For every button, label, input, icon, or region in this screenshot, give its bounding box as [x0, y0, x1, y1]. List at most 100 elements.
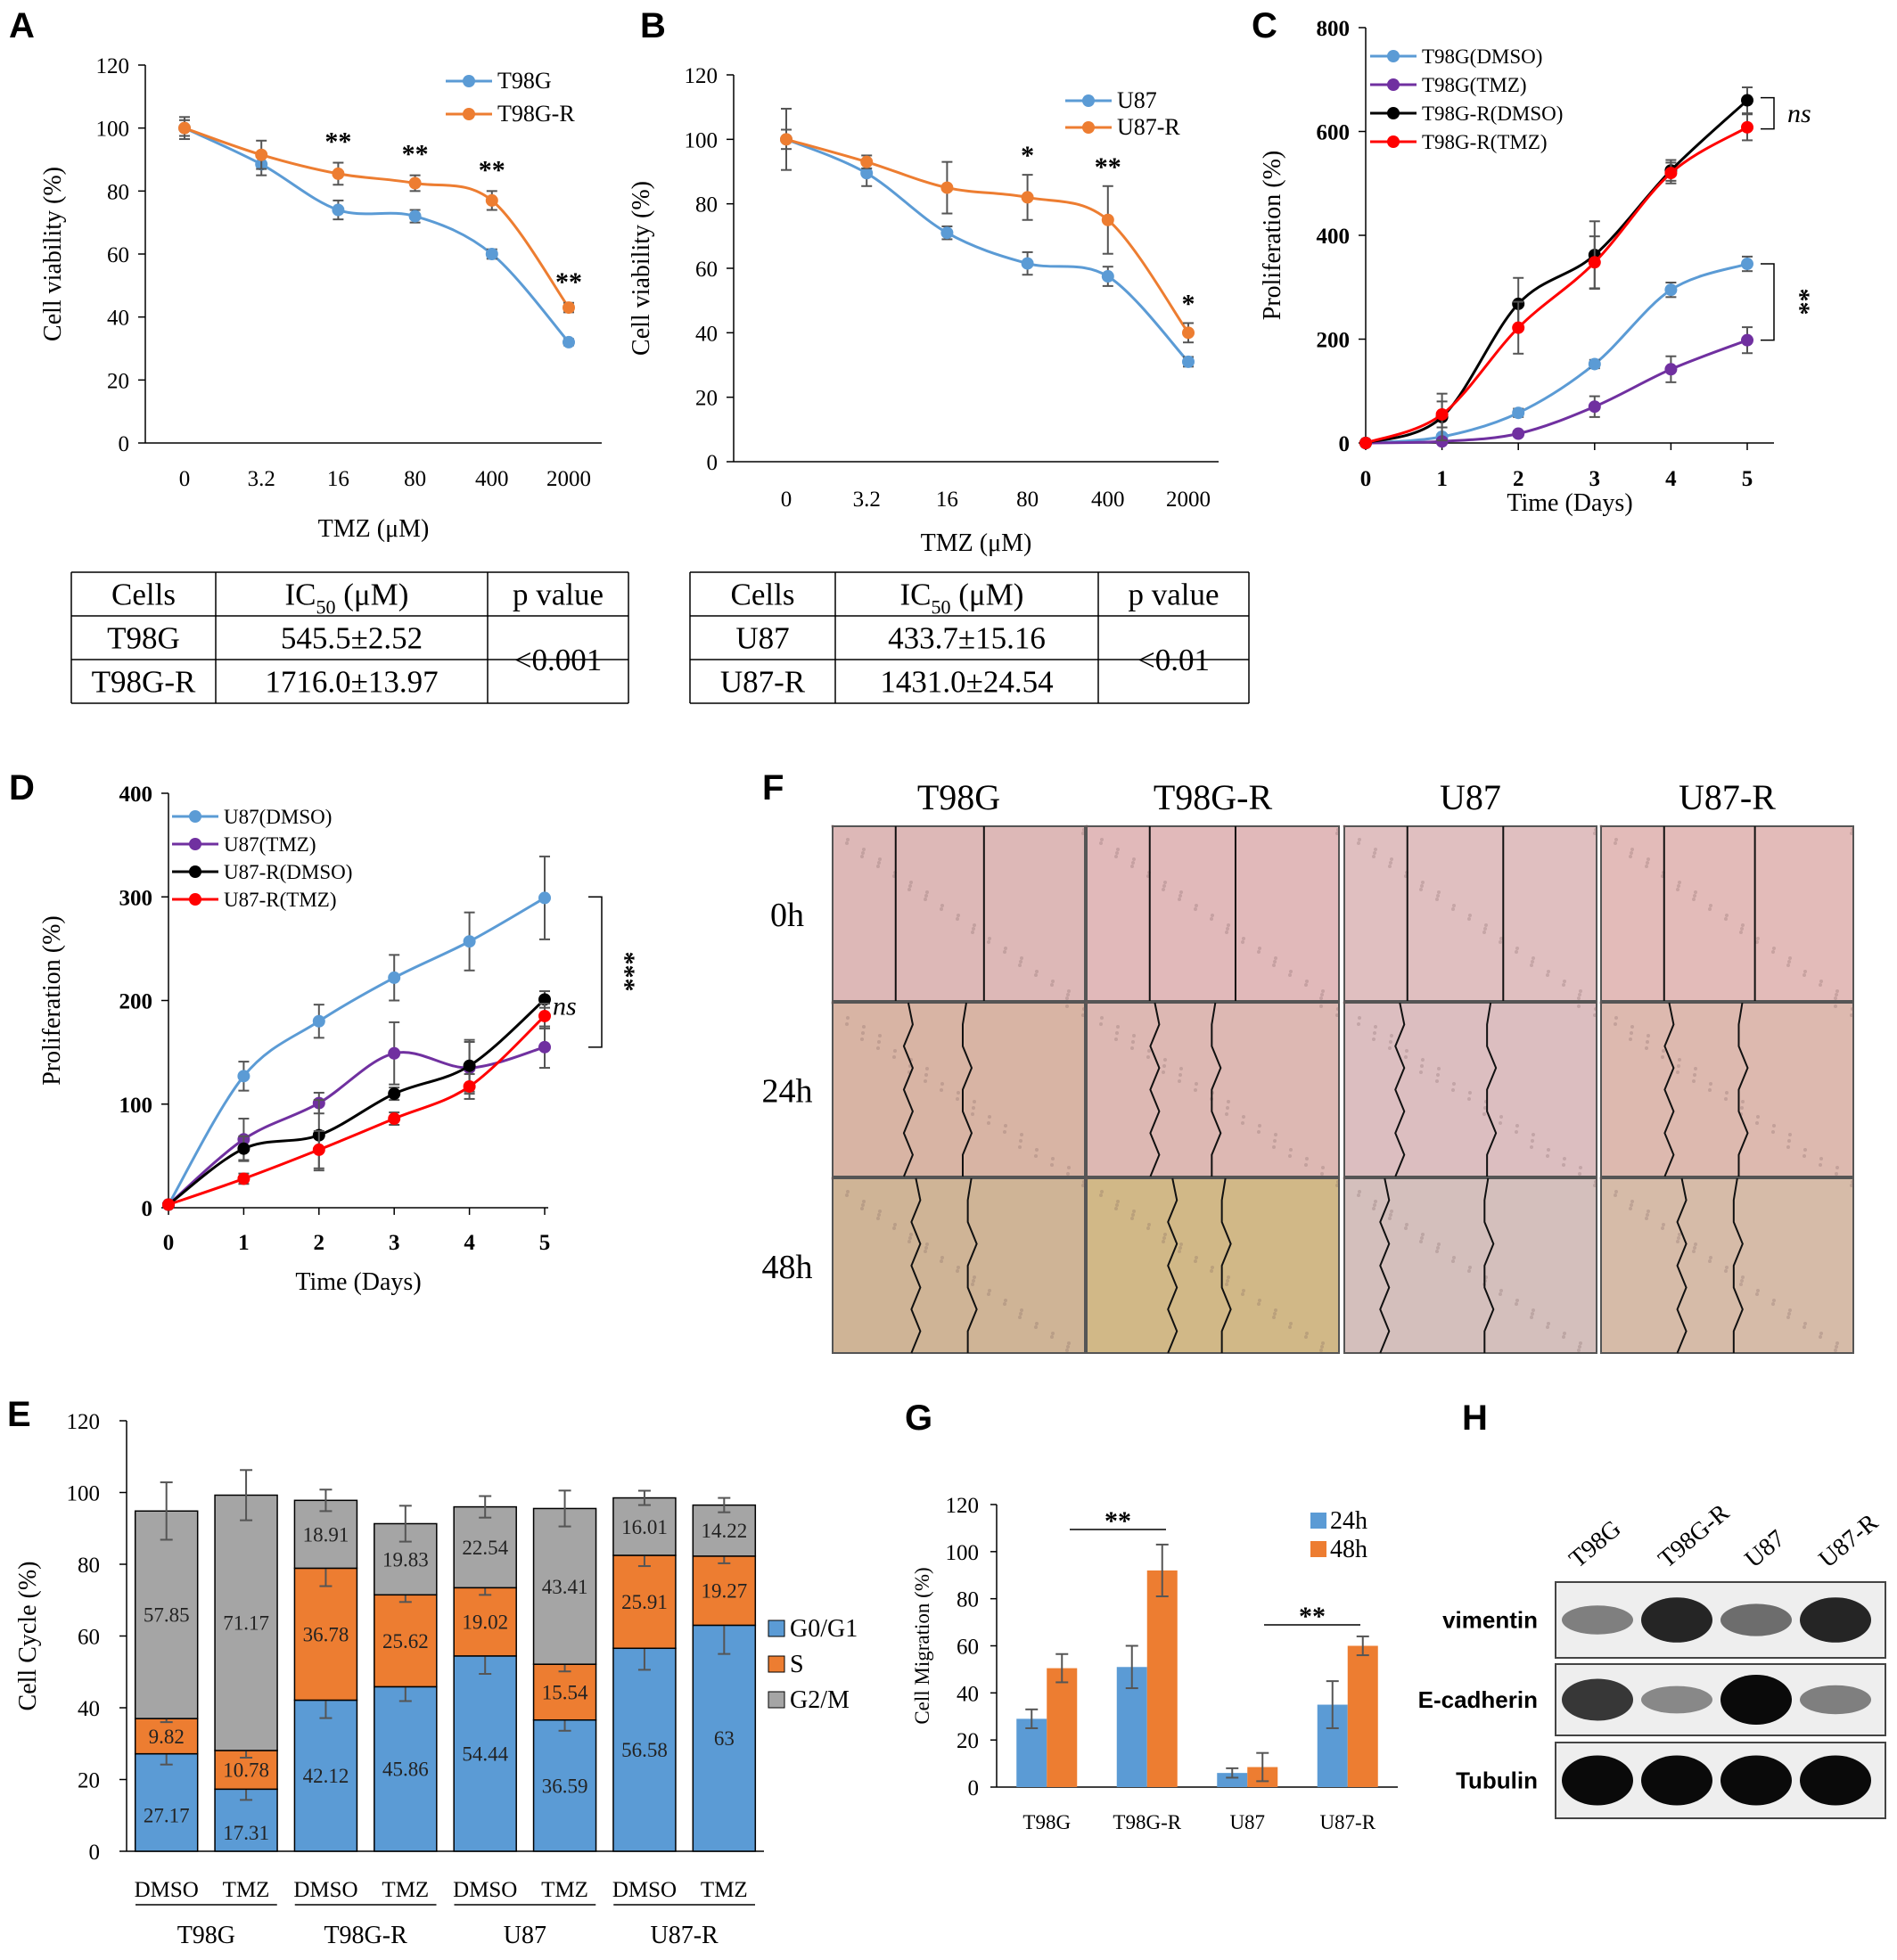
x-tick-label: 0 [179, 467, 191, 491]
cell-speckle [1163, 881, 1167, 884]
cell-speckle [1257, 1302, 1261, 1306]
cell-speckle [846, 838, 850, 841]
cell-speckle [1614, 838, 1618, 841]
significance-marker: ** [324, 127, 351, 157]
cell-speckle [1756, 937, 1760, 940]
cell-speckle [877, 1040, 881, 1044]
cell-speckle [1725, 1266, 1729, 1269]
cell-speckle [1435, 898, 1439, 901]
y-tick-label: 60 [957, 1636, 979, 1660]
cell-speckle [1241, 940, 1244, 944]
cell-speckle [1272, 964, 1276, 967]
cell-speckle [1195, 1256, 1198, 1259]
table-cell-ic50: 1716.0±13.97 [265, 665, 438, 700]
cell-speckle [1114, 1037, 1118, 1041]
x-tick-label: 0 [1360, 467, 1372, 491]
cell-speckle [1499, 1121, 1502, 1125]
x-tick-label: 16 [936, 488, 958, 512]
cell-speckle [924, 894, 928, 898]
cell-speckle [1242, 1115, 1245, 1119]
data-point-T98G(DMSO) [1512, 406, 1525, 420]
cell-speckle [1131, 861, 1135, 865]
y-axis-label: Cell Migration (%) [911, 1567, 933, 1724]
data-point-T98G [408, 209, 422, 223]
cell-speckle [907, 888, 911, 891]
cell-speckle [1531, 960, 1534, 964]
bar-48h [1146, 1570, 1178, 1787]
cell-speckle [1404, 1226, 1408, 1230]
cell-speckle [909, 1233, 913, 1236]
legend-label: U87(TMZ) [224, 833, 316, 856]
panel-label-h: H [1462, 1398, 1488, 1438]
cell-speckle [1819, 1335, 1822, 1339]
cell-speckle [1343, 824, 1346, 828]
cell-speckle [1358, 1016, 1361, 1020]
cell-speckle [1515, 947, 1519, 950]
segment-value-label: 14.22 [701, 1520, 747, 1542]
cell-speckle [957, 1091, 960, 1095]
panel-f: T98G T98G-R U87 U87-R 0h 24h 48h [762, 777, 1854, 1354]
table-cell-name: U87 [735, 621, 789, 656]
cell-speckle [1693, 1246, 1696, 1250]
legend-label: 48h [1330, 1536, 1367, 1563]
legend-swatch [1310, 1513, 1326, 1529]
significance-marker: * [1182, 289, 1195, 318]
cell-speckle [1419, 1240, 1423, 1243]
table-cell-name: T98G [107, 621, 180, 656]
data-point-U87-R [1021, 191, 1034, 204]
wound-edge-line [966, 1177, 978, 1353]
cell-speckle [1629, 1207, 1632, 1210]
cell-speckle [972, 927, 975, 931]
data-point-T98G(TMZ) [1435, 435, 1449, 448]
cell-speckle [972, 1279, 975, 1283]
panel-h: T98G T98G-R U87 U87-R vimentin E-cadherin Tubu… [1418, 1498, 1886, 1819]
y-tick-label: 100 [67, 1482, 101, 1506]
cell-speckle [1272, 1145, 1276, 1149]
group-label: U87-R [651, 1922, 719, 1949]
panel-labels: A B C D E F G H [7, 6, 1488, 1438]
cell-speckle [1194, 1259, 1197, 1263]
y-tick-label: 40 [695, 322, 718, 346]
cell-speckle [1421, 881, 1425, 884]
cell-speckle [1081, 832, 1085, 835]
cell-speckle [1100, 1016, 1104, 1020]
x-tick-label: U87-R [1319, 1811, 1376, 1833]
cell-speckle [1676, 1240, 1679, 1243]
segment-value-label: 27.17 [144, 1804, 190, 1826]
wound-edge-line [1394, 1002, 1406, 1177]
cell-speckle [1676, 1070, 1679, 1074]
cell-speckle [1374, 848, 1377, 851]
cell-speckle [956, 1097, 959, 1101]
table-header: p value [513, 578, 604, 612]
cell-speckle [846, 1016, 850, 1020]
x-tick-label: 1 [238, 1231, 250, 1255]
cell-speckle [1132, 1210, 1136, 1213]
ns-annotation: ns [1787, 99, 1811, 128]
data-point-T98G-R(TMZ) [1435, 407, 1449, 421]
cell-speckle [1692, 1250, 1696, 1253]
y-tick-label: 80 [695, 193, 718, 217]
y-tick-label: 100 [96, 118, 130, 142]
cell-speckle [1647, 1034, 1650, 1037]
column-header: U87 [1440, 777, 1501, 817]
cell-speckle [1288, 973, 1292, 977]
data-point-U87 [1021, 257, 1034, 270]
cell-speckle [1850, 832, 1853, 835]
cell-speckle [1740, 927, 1744, 931]
cell-speckle [831, 1001, 834, 1005]
y-tick-label: 100 [685, 128, 719, 152]
legend-label: U87-R(DMSO) [224, 861, 352, 883]
cell-speckle [862, 1025, 866, 1029]
cell-speckle [1694, 1067, 1697, 1070]
bar-segment-G0/G1 [612, 1647, 677, 1852]
cell-speckle [924, 1073, 928, 1077]
bar-segment-G0/G1 [453, 1655, 517, 1852]
cell-speckle [860, 1037, 864, 1041]
cell-speckle [1599, 1177, 1603, 1180]
bar-segment-G0/G1 [293, 1699, 358, 1852]
cell-speckle [1257, 1130, 1261, 1134]
cell-speckle [1081, 1184, 1085, 1187]
wound-image-tile [1600, 825, 1854, 1002]
cell-speckle [1003, 1130, 1006, 1134]
